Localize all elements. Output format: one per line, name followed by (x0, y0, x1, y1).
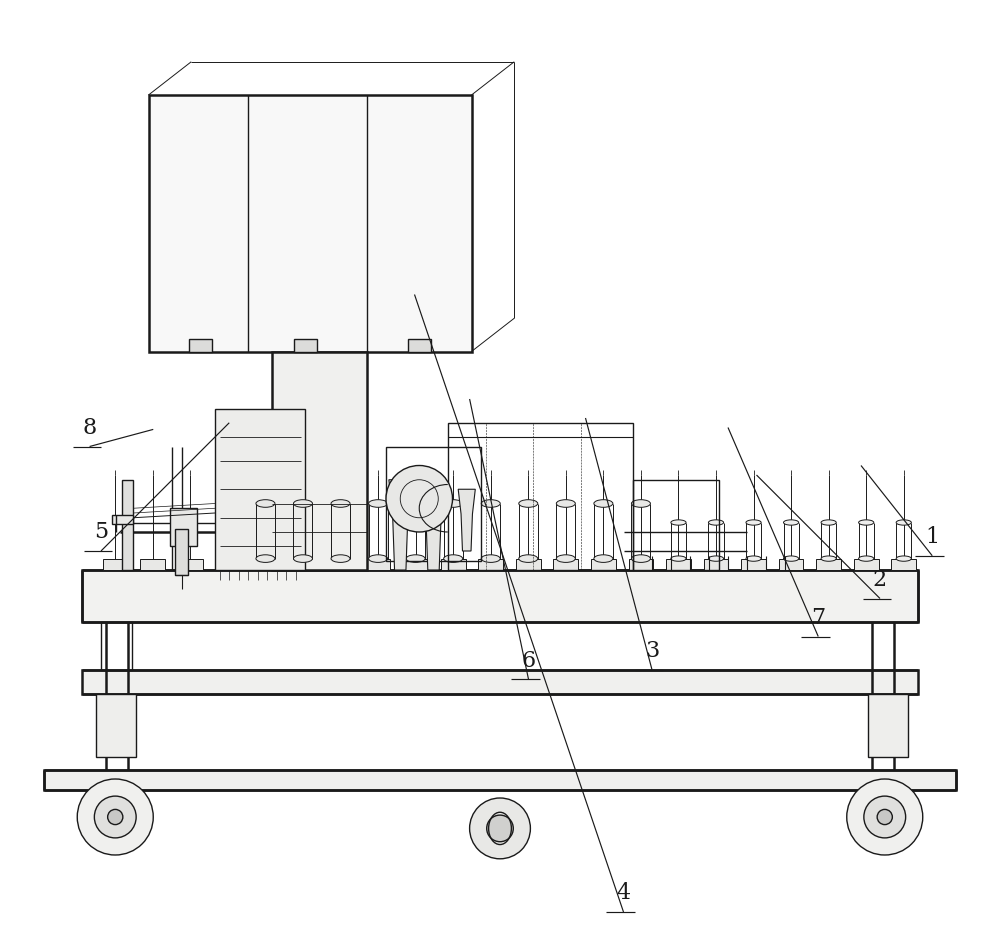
Ellipse shape (556, 555, 575, 562)
Ellipse shape (481, 555, 500, 562)
Circle shape (864, 796, 906, 838)
Bar (189, 339, 212, 352)
Bar (633, 480, 718, 570)
Bar (891, 559, 916, 570)
Ellipse shape (784, 556, 799, 561)
Ellipse shape (671, 556, 686, 561)
Ellipse shape (444, 500, 463, 507)
Ellipse shape (631, 500, 650, 507)
Bar (253, 559, 278, 570)
Bar (328, 559, 353, 570)
Text: 7: 7 (811, 607, 825, 629)
Bar (96, 694, 136, 757)
Ellipse shape (293, 555, 312, 562)
Text: 5: 5 (94, 522, 108, 543)
Ellipse shape (821, 520, 836, 525)
Ellipse shape (896, 520, 911, 525)
Ellipse shape (784, 520, 799, 525)
Ellipse shape (444, 555, 463, 562)
Bar (294, 339, 317, 352)
Ellipse shape (556, 500, 575, 507)
Bar (478, 559, 503, 570)
Bar (704, 559, 728, 570)
Bar (175, 529, 188, 575)
Bar (149, 95, 472, 352)
Bar (178, 559, 203, 570)
Bar (448, 423, 633, 570)
Ellipse shape (331, 555, 350, 562)
Ellipse shape (708, 520, 724, 525)
Text: 1: 1 (925, 526, 939, 548)
Bar (170, 508, 197, 546)
Circle shape (847, 779, 923, 855)
Bar (591, 559, 616, 570)
Bar (403, 559, 428, 570)
Bar (816, 559, 841, 570)
Bar (779, 559, 803, 570)
Ellipse shape (896, 556, 911, 561)
Ellipse shape (369, 500, 388, 507)
Bar (82, 670, 918, 694)
Ellipse shape (631, 555, 650, 562)
Bar (629, 559, 653, 570)
Bar (366, 559, 390, 570)
Bar (553, 559, 578, 570)
Bar (101, 622, 132, 670)
Bar (516, 559, 541, 570)
Ellipse shape (369, 555, 388, 562)
Circle shape (77, 779, 153, 855)
Bar (216, 559, 240, 570)
Bar (96, 790, 134, 814)
Ellipse shape (821, 556, 836, 561)
Bar (854, 559, 879, 570)
Bar (866, 790, 904, 814)
Bar (140, 559, 165, 570)
Ellipse shape (671, 520, 686, 525)
Ellipse shape (594, 500, 613, 507)
Ellipse shape (293, 500, 312, 507)
Circle shape (487, 815, 513, 842)
Ellipse shape (746, 520, 761, 525)
Ellipse shape (256, 500, 275, 507)
Bar (112, 515, 133, 524)
Bar (291, 559, 315, 570)
Text: 2: 2 (873, 569, 887, 591)
Bar (103, 559, 128, 570)
Bar (82, 570, 918, 622)
Ellipse shape (256, 555, 275, 562)
Bar (44, 770, 956, 790)
Bar (272, 352, 367, 570)
Circle shape (94, 796, 136, 838)
Ellipse shape (406, 500, 425, 507)
Circle shape (470, 798, 530, 859)
Polygon shape (389, 480, 412, 570)
Bar (666, 559, 691, 570)
Ellipse shape (708, 556, 724, 561)
Text: 6: 6 (521, 650, 536, 672)
Ellipse shape (859, 556, 874, 561)
Bar (441, 559, 466, 570)
Bar (386, 446, 481, 560)
Text: 3: 3 (645, 640, 659, 662)
Polygon shape (422, 480, 445, 570)
Text: 4: 4 (616, 883, 631, 904)
Circle shape (386, 466, 452, 532)
Bar (868, 694, 908, 757)
Ellipse shape (481, 500, 500, 507)
Ellipse shape (406, 555, 425, 562)
Text: 8: 8 (82, 417, 97, 439)
Ellipse shape (746, 556, 761, 561)
Ellipse shape (331, 500, 350, 507)
Circle shape (877, 809, 892, 825)
Ellipse shape (594, 555, 613, 562)
Bar (122, 480, 133, 570)
Ellipse shape (859, 520, 874, 525)
Bar (215, 408, 305, 570)
Circle shape (108, 809, 123, 825)
Bar (408, 339, 431, 352)
Ellipse shape (519, 555, 538, 562)
Ellipse shape (519, 500, 538, 507)
Polygon shape (458, 489, 475, 551)
Bar (741, 559, 766, 570)
